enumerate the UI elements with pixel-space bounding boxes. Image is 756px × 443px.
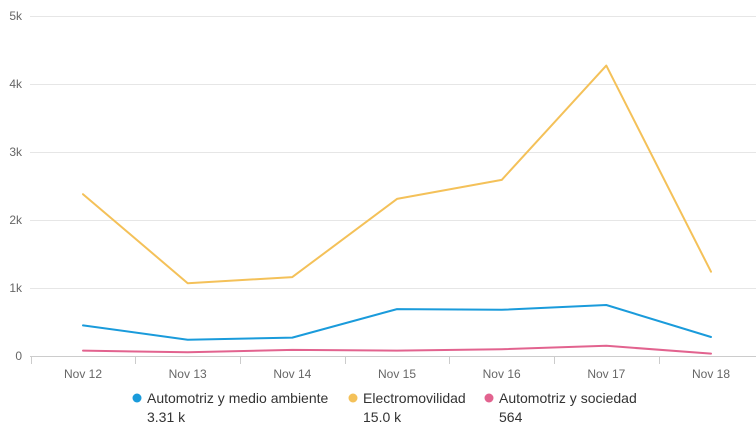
legend-total: 3.31 k <box>147 409 186 425</box>
series-line-1 <box>83 305 711 340</box>
legend-label: Automotriz y sociedad <box>499 390 637 406</box>
legend-label: Electromovilidad <box>363 390 466 406</box>
x-axis: Nov 12 Nov 13 Nov 14 Nov 15 Nov 16 Nov 17 Nov … <box>30 356 756 381</box>
legend-marker <box>133 394 142 403</box>
y-tick-label: 3k <box>9 145 23 159</box>
legend-total: 564 <box>499 409 523 425</box>
y-axis: 0 1k 2k 3k 4k 5k <box>9 9 23 363</box>
legend-total: 15.0 k <box>363 409 402 425</box>
x-tick-label: Nov 13 <box>169 367 207 381</box>
y-tick-label: 4k <box>9 77 23 91</box>
legend-item: Automotriz y medio ambiente 3.31 k <box>133 390 329 425</box>
x-tick-label: Nov 16 <box>483 367 521 381</box>
legend-marker <box>485 394 494 403</box>
series-line-2 <box>83 66 711 284</box>
series-line-3 <box>83 346 711 354</box>
x-tick-label: Nov 15 <box>378 367 416 381</box>
y-tick-label: 2k <box>9 213 23 227</box>
x-tick-label: Nov 17 <box>587 367 625 381</box>
y-tick-label: 0 <box>15 349 22 363</box>
legend-item: Automotriz y sociedad 564 <box>485 390 637 425</box>
legend: Automotriz y medio ambiente 3.31 k Electro… <box>133 390 637 425</box>
y-tick-label: 5k <box>9 9 23 23</box>
legend-label: Automotriz y medio ambiente <box>147 390 329 406</box>
x-tick-label: Nov 18 <box>692 367 730 381</box>
series-lines <box>83 66 711 354</box>
legend-marker <box>349 394 358 403</box>
grid-lines <box>30 17 756 289</box>
legend-item: Electromovilidad 15.0 k <box>349 390 466 425</box>
x-tick-label: Nov 14 <box>273 367 311 381</box>
x-tick-label: Nov 12 <box>64 367 102 381</box>
y-tick-label: 1k <box>9 281 23 295</box>
